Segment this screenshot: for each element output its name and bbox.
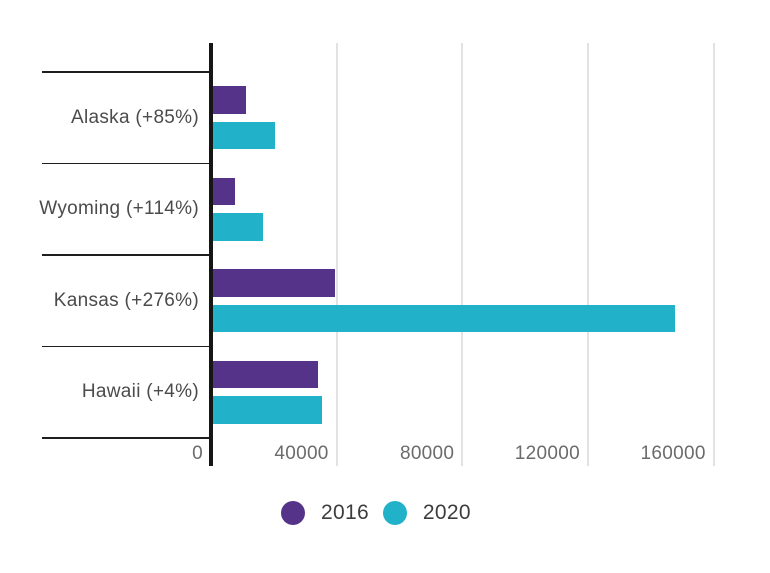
- category-label-wyoming: Wyoming (+114%): [39, 198, 199, 220]
- legend-swatch-2016-icon: [281, 501, 305, 525]
- x-tick-0: 0: [192, 443, 203, 464]
- x-tick-160000: 160000: [640, 443, 706, 464]
- category-label-alaska: Alaska (+85%): [71, 106, 199, 128]
- category-label-hawaii: Hawaii (+4%): [81, 381, 199, 403]
- bar-wyoming-2016: [211, 177, 236, 205]
- bar-kansas-2020: [211, 304, 676, 332]
- gridline-120000: [587, 43, 589, 466]
- category-separator: [42, 162, 209, 165]
- category-separator: [42, 254, 209, 256]
- legend-label-2020: 2020: [422, 501, 471, 524]
- x-tick-40000: 40000: [274, 443, 329, 464]
- legend: 2016 2020: [281, 501, 471, 525]
- gridline-160000: [712, 43, 715, 466]
- x-tick-120000: 120000: [514, 443, 580, 464]
- legend-swatch-2020-icon: [382, 501, 407, 525]
- category-separator: [42, 437, 209, 439]
- bar-hawaii-2020: [211, 396, 323, 424]
- bar-wyoming-2020: [211, 213, 263, 241]
- bar-alaska-2016: [211, 86, 246, 114]
- category-separator: [42, 71, 209, 73]
- bar-kansas-2016: [211, 269, 335, 297]
- y-axis-line: [209, 43, 213, 466]
- category-separator: [42, 345, 209, 348]
- legend-label-2016: 2016: [321, 501, 369, 524]
- legend-item-2016: 2016: [281, 501, 369, 525]
- bar-hawaii-2016: [211, 360, 318, 388]
- gridline-80000: [461, 43, 464, 466]
- category-label-kansas: Kansas (+276%): [53, 289, 199, 311]
- gridline-40000: [335, 43, 338, 466]
- bar-alaska-2020: [211, 121, 275, 149]
- legend-item-2020: 2020: [382, 501, 471, 525]
- x-tick-80000: 80000: [399, 443, 455, 464]
